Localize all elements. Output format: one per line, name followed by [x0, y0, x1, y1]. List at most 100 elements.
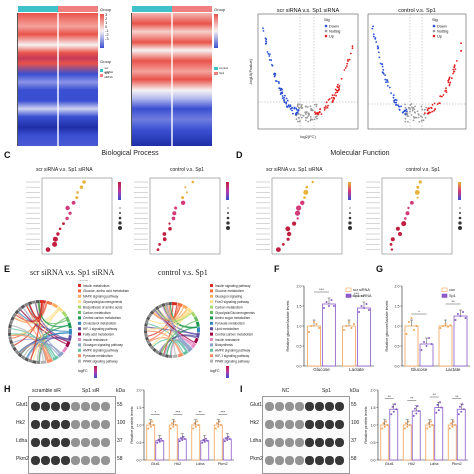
down-point [381, 65, 384, 68]
bar [191, 424, 201, 461]
volcano-right-legend-title: Sig [432, 17, 438, 22]
term-legend-label: Carbon metabolism [215, 305, 243, 309]
term-legend-label: Pyruvate metabolism [83, 354, 113, 358]
gene-segment [146, 339, 151, 344]
heatmap-right-split [171, 13, 173, 146]
notsig-point [410, 103, 413, 105]
up-point [317, 111, 320, 114]
up-point [314, 113, 317, 115]
up-point [317, 113, 320, 116]
chord-ribbon [23, 307, 60, 354]
blot-band [305, 402, 314, 411]
down-point [267, 53, 270, 55]
notsig-point [309, 119, 312, 122]
term-segment [57, 351, 64, 358]
data-point [161, 439, 164, 442]
data-point [368, 309, 370, 311]
up-point [351, 45, 354, 48]
logfc-label: logFC [210, 369, 220, 373]
heatmap-left-legend-title: Group [100, 7, 112, 12]
data-point [148, 422, 151, 425]
notsig-point [296, 120, 299, 123]
up-point [351, 47, 354, 50]
term-dot [410, 200, 414, 205]
term-legend-label: Fatty acid metabolism [83, 332, 114, 336]
bar [404, 325, 419, 367]
panel-letter-g: G [376, 264, 384, 274]
notsig-point [302, 114, 304, 117]
term-legend-swatch [210, 311, 213, 314]
notsig-point [297, 103, 299, 106]
significance-label: ** [433, 392, 437, 397]
chord-ribbon [166, 305, 190, 349]
blot-band [315, 402, 324, 411]
size-legend-dot [118, 216, 122, 220]
notsig-point [308, 112, 310, 115]
down-point [296, 111, 299, 114]
y-tick-label: 2.0 [395, 284, 400, 288]
dotplot-frame [271, 177, 343, 255]
data-point [440, 406, 443, 409]
blot-row-label: Glut1 [16, 402, 28, 408]
term-legend-swatch [78, 284, 81, 287]
data-point [348, 321, 350, 323]
term-segment [177, 352, 184, 358]
gene-segment [168, 302, 172, 306]
blot-row-label: Glut1 [250, 402, 262, 408]
term-legend-label: FoxO signaling pathway [215, 300, 249, 304]
category-label: Ldha [196, 462, 205, 466]
panel-letter-e: E [4, 264, 11, 274]
down-point [283, 96, 285, 99]
data-point [390, 413, 393, 416]
term-dot [296, 217, 299, 220]
up-point [337, 83, 339, 86]
gene-segment [158, 351, 163, 356]
term-dot [181, 196, 185, 200]
down-point [374, 37, 377, 39]
down-point [377, 51, 380, 54]
term-legend-swatch [78, 354, 81, 358]
notsig-point [418, 114, 420, 116]
term-legend-swatch [210, 321, 213, 325]
down-point [404, 109, 407, 112]
blot-row-kda: 58 [351, 456, 357, 462]
bar [177, 438, 187, 461]
data-point [325, 301, 328, 303]
data-point [417, 410, 420, 412]
down-point [277, 81, 280, 83]
down-point [291, 109, 293, 112]
up-point [428, 111, 431, 114]
data-point [420, 349, 423, 351]
down-point [281, 92, 283, 95]
data-point [385, 420, 387, 423]
term-segment [193, 337, 199, 344]
gene-segment [17, 306, 23, 312]
size-legend-dot [226, 216, 230, 220]
term-dot [56, 232, 60, 236]
data-point [218, 420, 221, 423]
blot-row-kda: 58 [117, 456, 123, 462]
data-point [435, 411, 438, 414]
term-segment [195, 321, 200, 327]
size-legend-dot [458, 226, 462, 230]
term-legend-label: AMPK signaling pathway [215, 349, 251, 353]
up-point [323, 106, 326, 109]
legend-swatch [345, 287, 352, 292]
blot-band [335, 438, 344, 447]
term-dot [185, 191, 188, 194]
down-point [382, 68, 385, 71]
legend-up-marker [432, 34, 436, 38]
blot-band [315, 438, 324, 447]
volcano-right-frame [367, 13, 467, 130]
data-point [386, 424, 389, 426]
term-legend-swatch [210, 300, 213, 304]
data-point [382, 422, 385, 425]
data-point [381, 427, 384, 430]
notsig-point [420, 115, 422, 118]
data-point [383, 425, 386, 428]
heatmap-right [132, 6, 212, 146]
term-legend-swatch [78, 300, 81, 304]
data-point [169, 427, 172, 430]
western-h-group-2: Sp1 siR [82, 388, 100, 394]
blot-band [51, 438, 60, 447]
